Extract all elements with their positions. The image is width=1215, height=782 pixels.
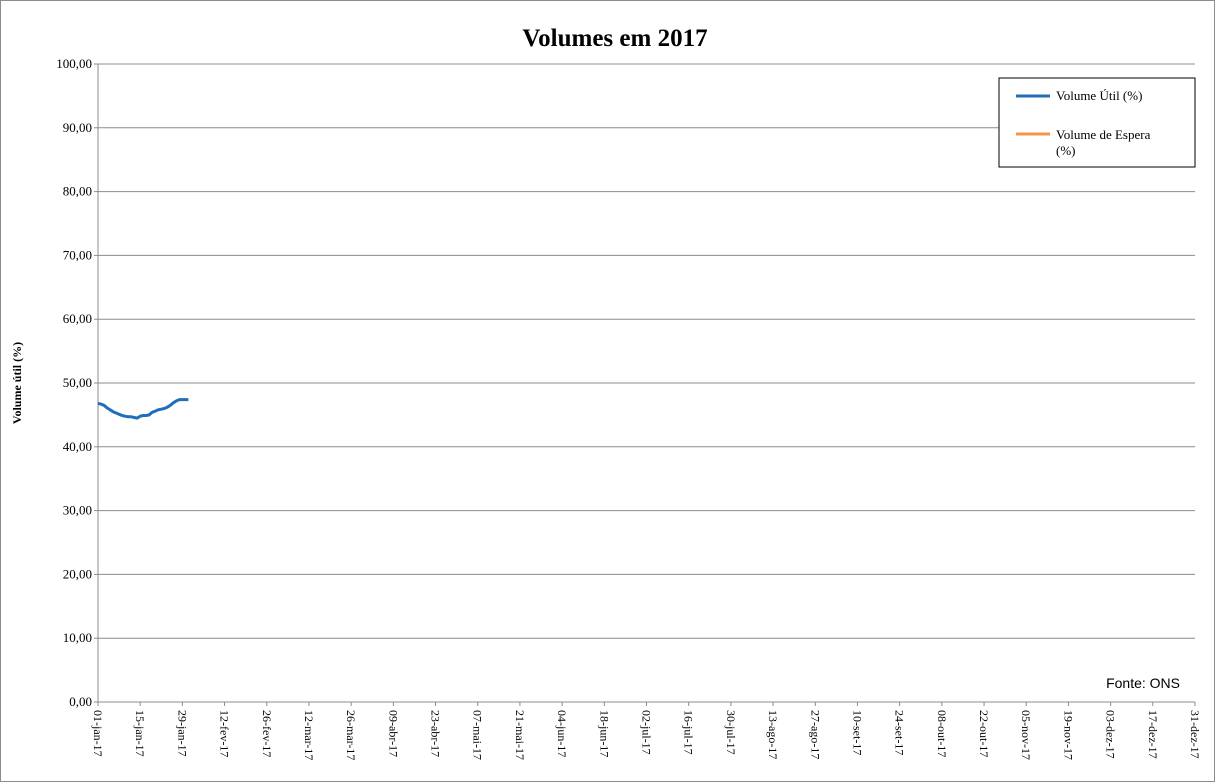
legend-label-volume-util: Volume Útil (%) [1056, 88, 1142, 103]
x-tick-label: 19-nov-17 [1061, 710, 1075, 760]
x-tick-label: 08-out-17 [935, 710, 949, 757]
x-tick-label: 10-set-17 [850, 710, 864, 755]
legend-box [998, 77, 1196, 168]
x-tick-label: 17-dez-17 [1146, 710, 1160, 759]
x-tick-label: 09-abr-17 [386, 710, 400, 757]
y-tick-label: 100,00 [56, 56, 92, 71]
x-tick-label: 05-nov-17 [1019, 710, 1033, 760]
y-axis-ticks: 0,00 10,00 20,00 30,00 40,00 50,00 60,00 70,00 8… [56, 56, 98, 709]
x-tick-label: 22-out-17 [977, 710, 991, 757]
x-tick-label: 15-jan-17 [133, 710, 147, 757]
grid-lines [98, 63, 1195, 639]
y-tick-label: 0,00 [69, 694, 92, 709]
x-tick-label: 12-fev-17 [218, 710, 232, 757]
y-tick-label: 90,00 [63, 120, 92, 135]
y-tick-label: 60,00 [63, 311, 92, 326]
x-tick-label: 16-jul-17 [682, 710, 696, 755]
x-tick-label: 18-jun-17 [597, 710, 611, 757]
x-tick-label: 29-jan-17 [175, 710, 189, 757]
x-tick-label: 13-ago-17 [766, 710, 780, 759]
y-tick-label: 10,00 [63, 630, 92, 645]
x-tick-label: 12-mar-17 [302, 710, 316, 760]
x-tick-label: 02-jul-17 [640, 710, 654, 755]
y-tick-label: 20,00 [63, 566, 92, 581]
x-tick-label: 03-dez-17 [1104, 710, 1118, 759]
chart-title: Volumes em 2017 [522, 25, 707, 52]
y-tick-label: 70,00 [63, 247, 92, 262]
y-tick-label: 30,00 [63, 503, 92, 518]
x-tick-label: 23-abr-17 [429, 710, 443, 757]
x-tick-label: 07-mai-17 [471, 710, 485, 760]
x-tick-label: 24-set-17 [893, 710, 907, 755]
series-layer [97, 398, 189, 420]
y-tick-label: 40,00 [63, 439, 92, 454]
series-line-0 [97, 398, 189, 420]
x-tick-label: 04-jun-17 [555, 710, 569, 757]
x-tick-label: 21-mai-17 [513, 710, 527, 760]
x-axis-ticks: 01-jan-17 15-jan-17 29-jan-17 12-fev-17 26-f… [91, 702, 1202, 760]
y-tick-label: 50,00 [63, 375, 92, 390]
legend: Volume Útil (%) Volume de Espera (%) [998, 77, 1196, 168]
x-tick-label: 27-ago-17 [808, 710, 822, 759]
x-tick-label: 30-jul-17 [724, 710, 738, 755]
x-tick-label: 26-fev-17 [260, 710, 274, 757]
x-tick-label: 31-dez-17 [1188, 710, 1202, 759]
x-tick-label: 01-jan-17 [91, 710, 105, 757]
y-axis-label: Volume útil (%) [10, 342, 24, 424]
source-note: Fonte: ONS [1106, 675, 1180, 691]
x-tick-label: 26-mar-17 [344, 710, 358, 760]
legend-label-volume-espera: Volume de Espera (%) [1056, 127, 1151, 158]
y-tick-label: 80,00 [63, 184, 92, 199]
